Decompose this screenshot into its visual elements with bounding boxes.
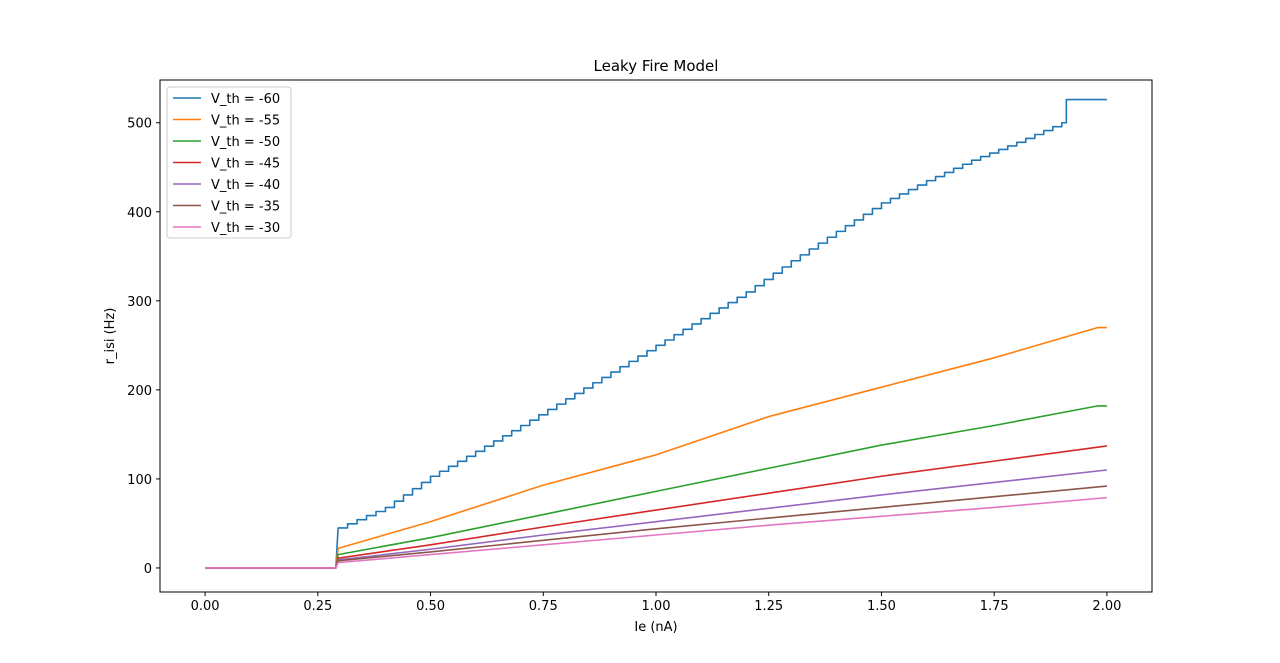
legend-label: V_th = -35	[211, 200, 280, 215]
plot-area: 0.00 0.25 0.50 0.75 1.00 1.25 1.50 1.75 2.00 0 10…	[127, 79, 1153, 614]
series-line	[205, 496, 1107, 569]
legend-label: V_th = -40	[211, 178, 280, 193]
legend: V_th = -60 V_th = -55 V_th = -50 V_th = -45…	[166, 86, 292, 239]
x-tick-label: 0.00	[191, 599, 220, 614]
y-tick-label: 500	[127, 117, 152, 132]
legend-label: V_th = -55	[211, 114, 280, 129]
x-tick-label: 1.00	[642, 599, 671, 614]
x-tick-label: 0.75	[529, 599, 558, 614]
x-tick-label: 1.50	[867, 599, 896, 614]
x-tick-label: 2.00	[1092, 599, 1121, 614]
x-tick-label: 1.25	[754, 599, 783, 614]
y-tick-label: 300	[127, 295, 152, 310]
series-line	[205, 98, 1107, 569]
legend-label: V_th = -60	[211, 92, 280, 107]
legend-entries: V_th = -60 V_th = -55 V_th = -50 V_th = -45…	[173, 92, 280, 236]
legend-label: V_th = -45	[211, 157, 280, 172]
series-layer	[205, 98, 1108, 569]
x-tick-label: 1.75	[980, 599, 1009, 614]
y-axis-label: r_isi (Hz)	[103, 308, 118, 365]
legend-label: V_th = -30	[211, 221, 280, 236]
x-axis-ticks: 0.00 0.25 0.50 0.75 1.00 1.25 1.50 1.75 2.00	[191, 592, 1121, 614]
x-tick-label: 0.50	[416, 599, 445, 614]
legend-box	[166, 86, 292, 239]
plot-frame	[159, 79, 1153, 593]
y-tick-label: 400	[127, 206, 152, 221]
x-tick-label: 0.25	[303, 599, 332, 614]
y-tick-label: 0	[144, 562, 152, 577]
chart-title: Leaky Fire Model	[594, 57, 719, 75]
x-axis-label: Ie (nA)	[634, 620, 677, 635]
legend-label: V_th = -50	[211, 135, 280, 150]
y-tick-label: 200	[127, 384, 152, 399]
y-axis-ticks: 0 100 200 300 400 500	[127, 117, 160, 577]
y-tick-label: 100	[127, 473, 152, 488]
